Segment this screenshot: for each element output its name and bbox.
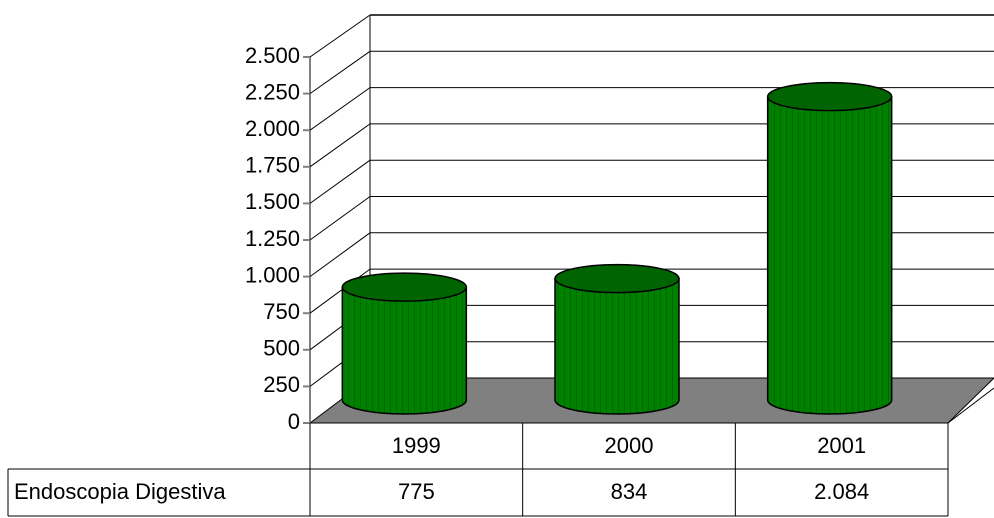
bar [554, 277, 680, 415]
grid-line [309, 87, 371, 131]
x-tick-label: 1999 [392, 433, 441, 458]
bar [766, 95, 893, 415]
y-tick-label: 1.000 [245, 262, 300, 287]
x-tick-label: 2001 [817, 433, 866, 458]
y-tick-label: 500 [263, 336, 300, 361]
grid-line [309, 14, 371, 58]
grid-line [309, 196, 371, 241]
y-tick-label: 0 [288, 409, 300, 434]
grid-line [309, 268, 371, 314]
series-name: Endoscopia Digestiva [14, 479, 226, 504]
y-tick-label: 1.750 [245, 153, 300, 178]
floor-edge [947, 387, 994, 424]
grid-line [309, 232, 371, 278]
table-value: 2.084 [814, 479, 869, 504]
y-tick-label: 2.500 [245, 43, 300, 68]
table-value: 834 [611, 479, 648, 504]
y-tick-label: 250 [263, 372, 300, 397]
y-tick-label: 1.250 [245, 226, 300, 251]
bar-top [341, 272, 468, 302]
bar [341, 286, 468, 415]
y-tick-label: 2.250 [245, 79, 300, 104]
grid-line [309, 50, 371, 95]
grid-line [309, 159, 371, 204]
x-tick-label: 2000 [605, 433, 654, 458]
bar-top [766, 81, 893, 112]
grid-line [309, 123, 371, 168]
table-value: 775 [398, 479, 435, 504]
y-tick-label: 2.000 [245, 116, 300, 141]
y-tick-label: 1.500 [245, 189, 300, 214]
bar-top [554, 263, 680, 294]
y-tick-label: 750 [263, 299, 300, 324]
